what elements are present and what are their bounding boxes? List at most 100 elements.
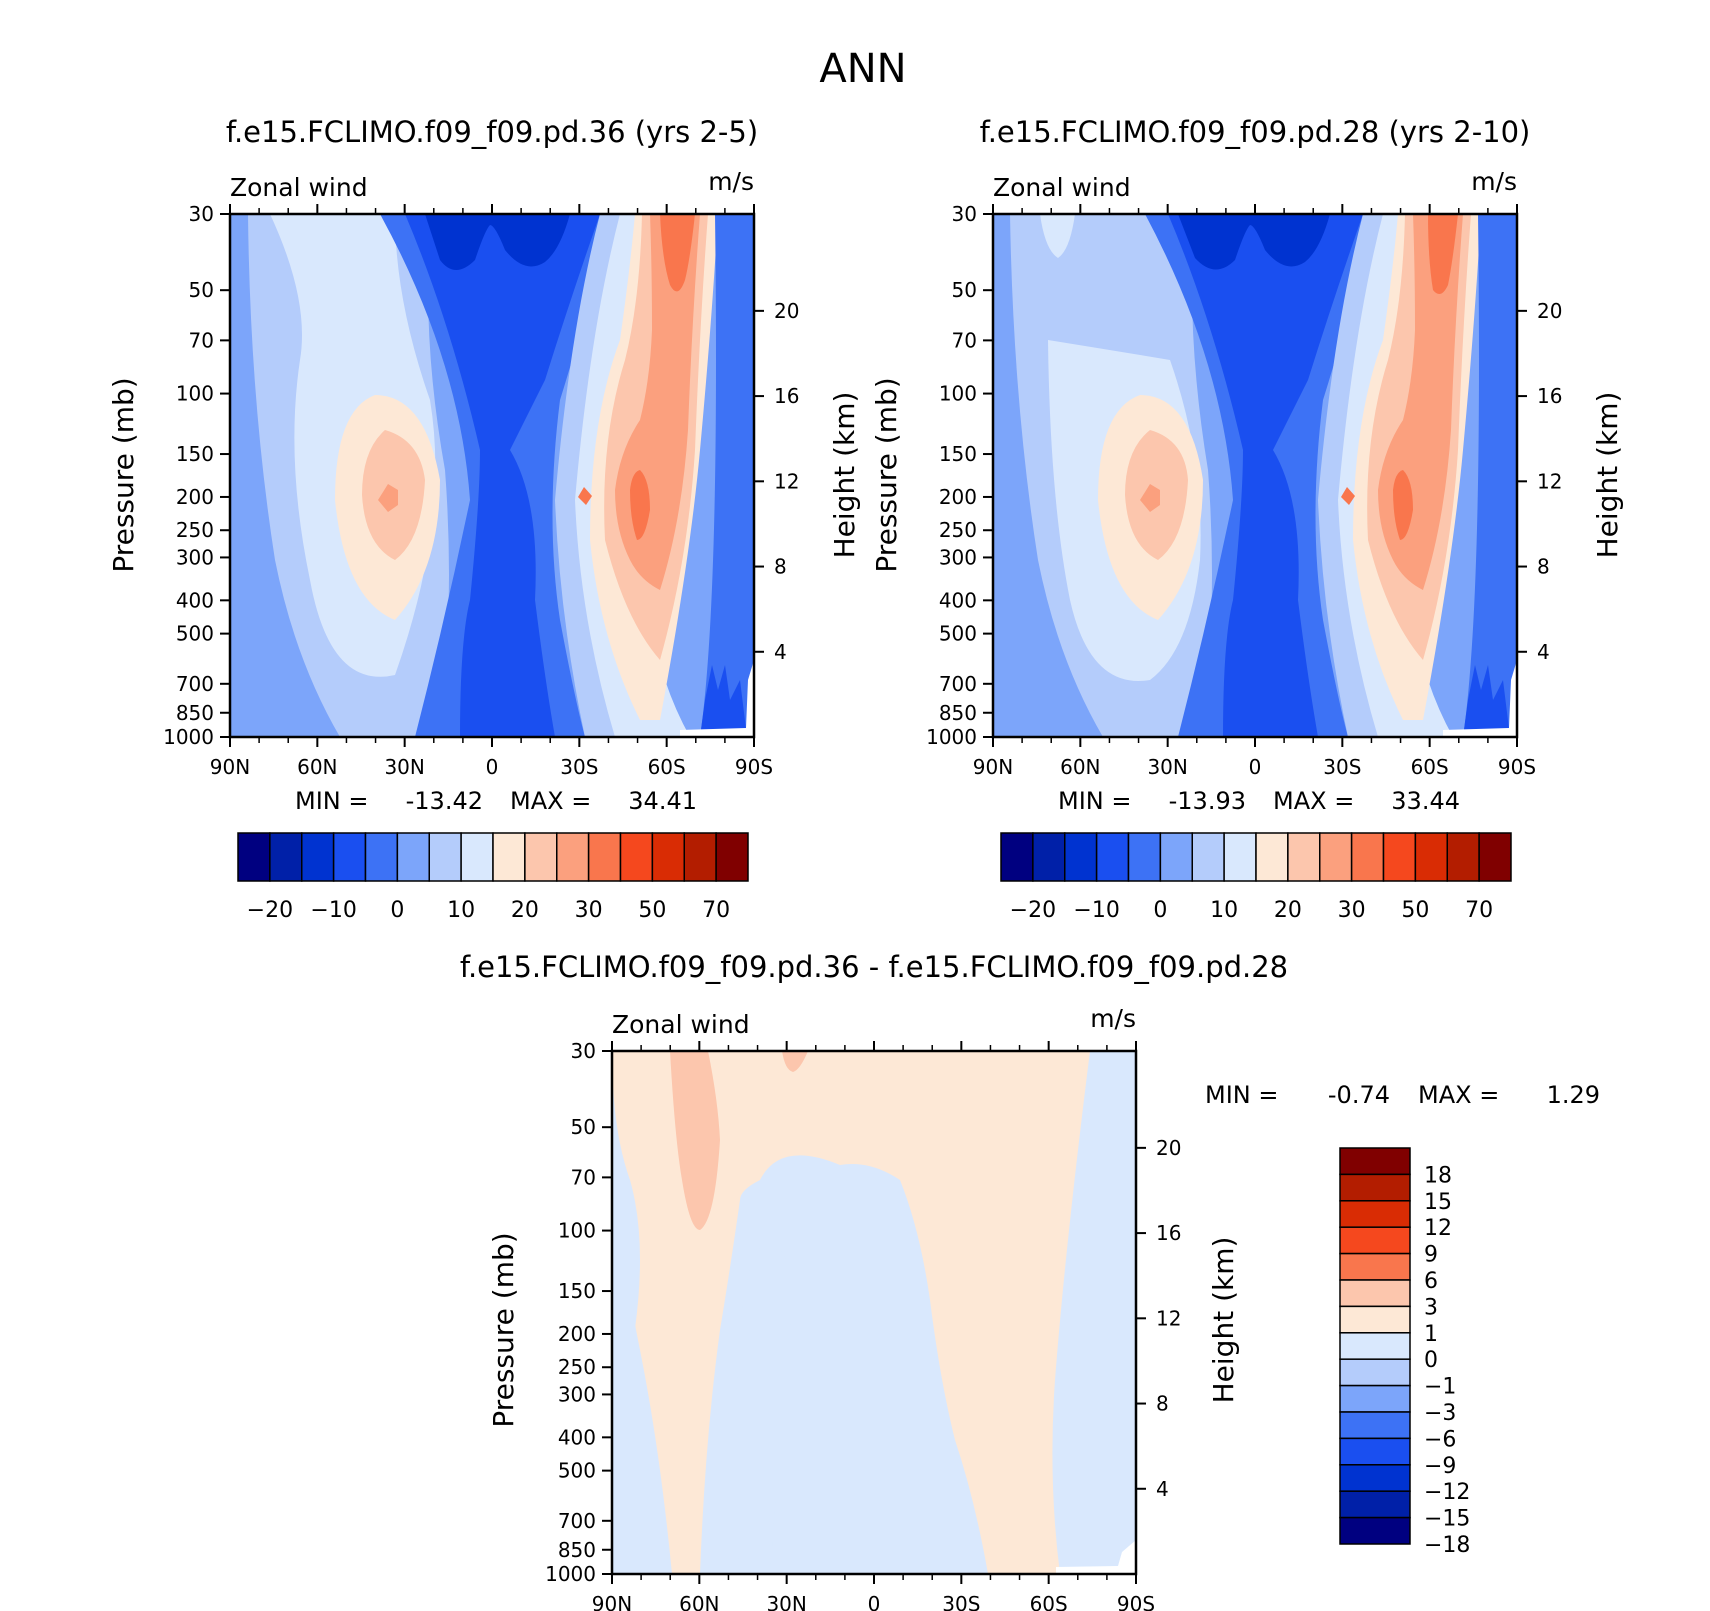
colorbar-box	[428, 832, 462, 882]
colorbar-box	[1287, 832, 1321, 882]
colorbar-box	[1339, 1226, 1411, 1255]
colorbar-box	[301, 832, 335, 882]
field-contour	[425, 214, 570, 270]
colorbar-box	[715, 832, 749, 882]
field-contour	[782, 1051, 808, 1072]
y-tick-label: 500	[939, 622, 977, 646]
y-tick-label: 200	[558, 1322, 596, 1346]
y-tick-label: 200	[176, 485, 214, 509]
panel-a-variable: Zonal wind	[230, 173, 368, 202]
y-tick-label: 150	[939, 442, 977, 466]
y-tick-label: 500	[176, 622, 214, 646]
max-value: 34.41	[628, 787, 697, 815]
y-tick-label: 200	[939, 485, 977, 509]
panel-b-stats: MIN = -13.93 MAX = 33.44	[1058, 787, 1460, 815]
y-tick-label: 100	[939, 382, 977, 406]
colorbar-label: 18	[1424, 1163, 1452, 1188]
field-contour	[405, 214, 600, 737]
colorbar-box	[619, 832, 654, 882]
colorbar-box	[1191, 832, 1225, 882]
colorbar-box	[1339, 1464, 1411, 1492]
x-tick-label: 30N	[1147, 755, 1187, 779]
y2-tick-label: 20	[1537, 299, 1562, 323]
colorbar-box	[237, 832, 271, 882]
field-contour	[700, 665, 747, 737]
panel-b-title: f.e15.FCLIMO.f09_f09.pd.28 (yrs 2-10)	[980, 115, 1531, 149]
panel-b-y2label: Height (km)	[1591, 392, 1624, 559]
y2-tick-label: 16	[774, 384, 799, 408]
field-contour	[578, 487, 592, 505]
field-contour	[1393, 470, 1413, 540]
max-label: MAX =	[1273, 787, 1354, 815]
colorbar-box	[1339, 1332, 1411, 1360]
y2-tick-label: 4	[1537, 640, 1550, 664]
colorbar-box	[1000, 832, 1034, 882]
y2-tick-label: 12	[1537, 469, 1562, 493]
colorbar-label: −20	[1010, 898, 1056, 923]
colorbar-label: 3	[1424, 1295, 1438, 1320]
colorbar-label: 1	[1424, 1322, 1438, 1347]
y2-tick-label: 16	[1537, 384, 1562, 408]
field-contour	[1168, 214, 1363, 737]
y-tick-label: 50	[189, 278, 214, 302]
colorbar-label: 0	[390, 898, 404, 923]
colorbar-box	[1350, 832, 1385, 882]
colorbar-box	[524, 832, 558, 882]
colorbar-label: 9	[1424, 1243, 1438, 1268]
field-contour	[630, 470, 650, 540]
field-contour	[660, 214, 695, 292]
colorbar-label: −12	[1424, 1480, 1470, 1505]
x-tick-label: 0	[486, 755, 499, 779]
colorbar-box	[364, 832, 399, 882]
panel-a: f.e15.FCLIMO.f09_f09.pd.36 (yrs 2-5) Zon…	[107, 115, 861, 923]
field-contour	[700, 214, 754, 737]
x-tick-label: 60N	[679, 1592, 719, 1611]
y-tick-label: 1000	[545, 1562, 596, 1586]
colorbar-box	[396, 832, 430, 882]
colorbar-label: 6	[1424, 1269, 1438, 1294]
x-tick-label: 90N	[210, 755, 250, 779]
colorbar-label: 10	[447, 898, 475, 923]
colorbar-label: −9	[1424, 1454, 1456, 1479]
max-value: 1.29	[1547, 1081, 1600, 1109]
field-contour	[1463, 214, 1517, 737]
min-label: MIN =	[1058, 787, 1131, 815]
max-label: MAX =	[510, 787, 591, 815]
x-tick-label: 90S	[735, 755, 773, 779]
y-tick-label: 850	[558, 1538, 596, 1562]
colorbar-label: 50	[1401, 898, 1429, 923]
colorbar-box	[556, 832, 590, 882]
panel-b: f.e15.FCLIMO.f09_f09.pd.28 (yrs 2-10) Zo…	[870, 115, 1624, 923]
y-tick-label: 70	[571, 1165, 596, 1189]
colorbar-label: 20	[511, 898, 539, 923]
panel-b-colorbar: −20 −10 0 10 20 30 50 70	[1000, 832, 1512, 923]
x-tick-label: 60N	[297, 755, 337, 779]
field-contour	[612, 1051, 1100, 1574]
field-contour	[1140, 484, 1160, 512]
colorbar-box	[1339, 1200, 1411, 1228]
x-tick-label: 90N	[973, 755, 1013, 779]
colorbar-box	[1339, 1147, 1411, 1176]
panel-a-axes: 90N 60N 30N 0 30S 60S 90S 30 50 70 100 150 200 250 300…	[163, 202, 799, 779]
y2-tick-label: 8	[1537, 555, 1550, 579]
colorbar-box	[1064, 832, 1098, 882]
panel-b-ylabel: Pressure (mb)	[870, 377, 903, 572]
colorbar-box	[1339, 1384, 1411, 1413]
y2-tick-label: 16	[1156, 1221, 1181, 1245]
max-label: MAX =	[1418, 1081, 1499, 1109]
panel-c-plot-field	[612, 1051, 1136, 1574]
y-tick-label: 50	[952, 278, 977, 302]
panel-b-plot-field	[993, 214, 1517, 737]
field-contour	[1178, 214, 1330, 270]
x-tick-label: 30N	[766, 1592, 806, 1611]
colorbar-label: −15	[1424, 1507, 1470, 1532]
colorbar-box	[492, 832, 526, 882]
x-tick-label: 60S	[1030, 1592, 1068, 1611]
panel-a-plot-field	[230, 214, 754, 737]
y-tick-label: 300	[939, 545, 977, 569]
min-label: MIN =	[1205, 1081, 1278, 1109]
y2-tick-label: 12	[774, 469, 799, 493]
field-contour	[735, 1240, 793, 1574]
panel-a-units: m/s	[708, 167, 754, 196]
